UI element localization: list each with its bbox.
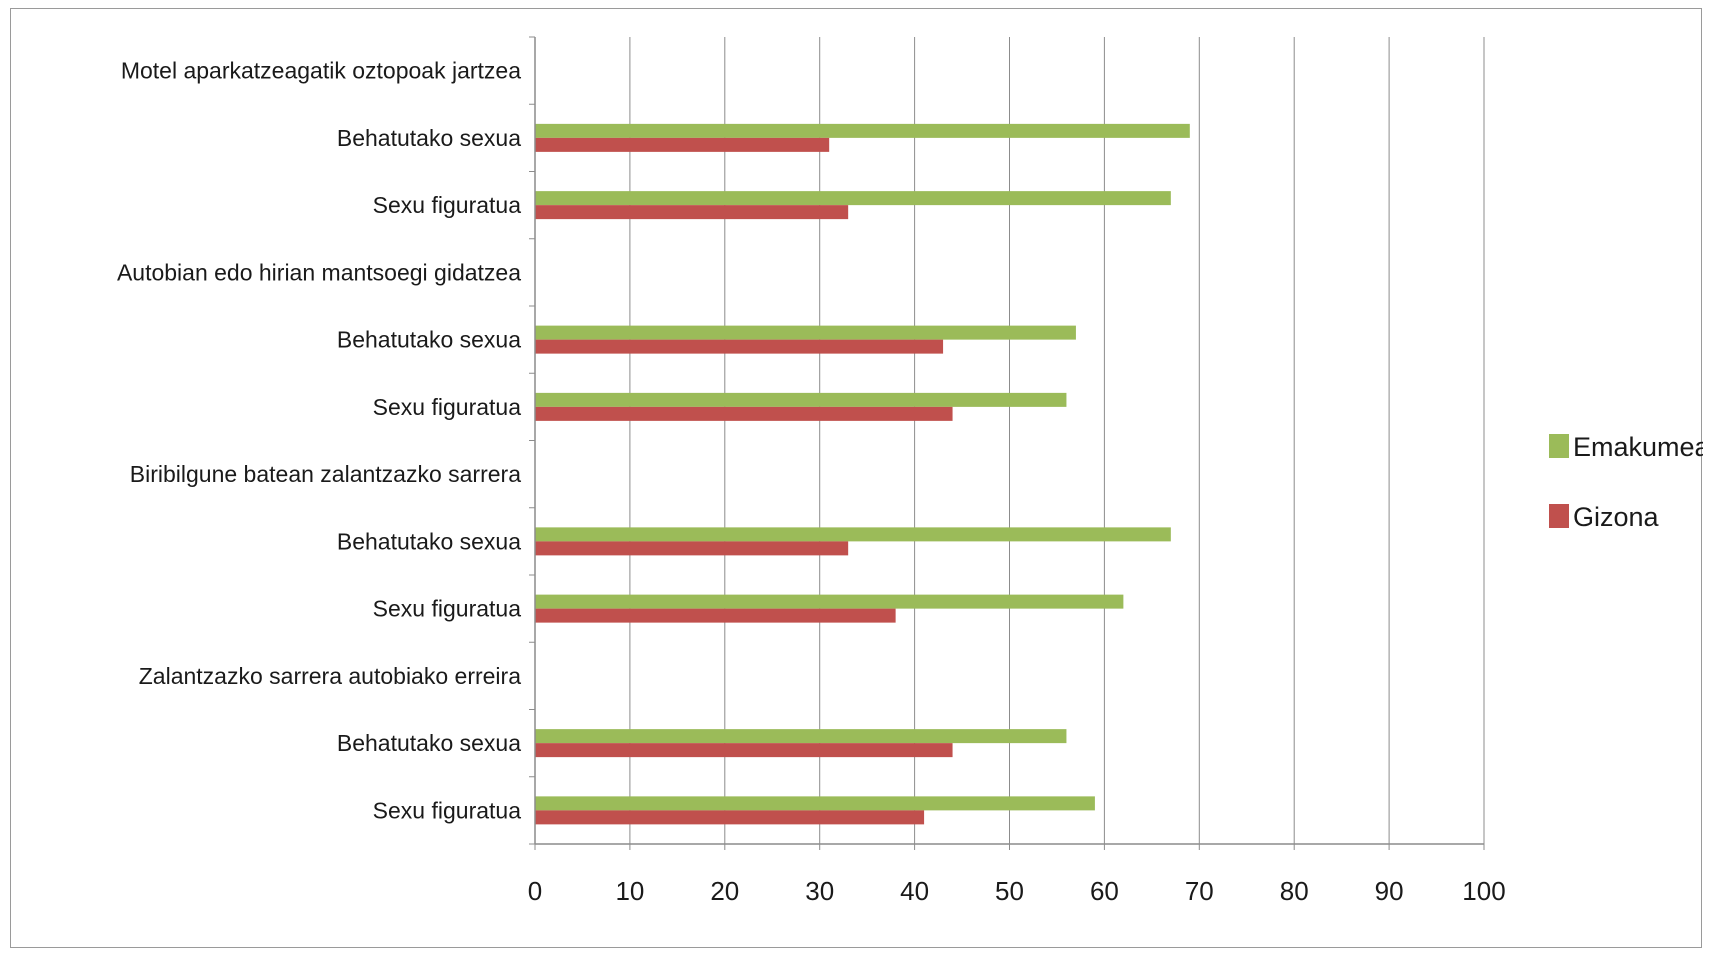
bar-emakumea-2 [535,191,1171,206]
bar-gizona-7 [535,541,849,556]
category-label: Behatutako sexua [337,528,521,554]
x-tick-label-100: 100 [1462,876,1505,906]
bar-emakumea-5 [535,392,1067,407]
category-label: Behatutako sexua [337,327,521,353]
x-tick-label-20: 20 [710,876,739,906]
chart-frame: Motel aparkatzeagatik oztopoak jartzea Be… [10,8,1703,948]
category-label: Sexu figuratua [373,797,522,823]
bar-gizona-5 [535,406,953,421]
bar-gizona-1 [535,137,830,152]
legend: Emakumea Gizona [1549,432,1703,532]
bar-gizona-10 [535,743,953,758]
tick-labels: 0 10 20 30 40 50 60 70 80 90 100 [528,876,1506,906]
x-tick-label-50: 50 [995,876,1024,906]
category-label: Sexu figuratua [373,394,522,420]
x-tick-label-0: 0 [528,876,542,906]
category-label: Zalantzazko sarrera autobiako erreira [139,663,521,689]
x-tick-label-10: 10 [615,876,644,906]
x-tick-label-80: 80 [1280,876,1309,906]
legend-label-gizona: Gizona [1573,502,1660,532]
x-tick-label-70: 70 [1185,876,1214,906]
bar-chart: Motel aparkatzeagatik oztopoak jartzea Be… [117,36,1703,906]
legend-swatch-gizona [1549,504,1569,528]
category-label: Autobian edo hirian mantsoegi gidatzea [117,259,521,285]
category-label: Biribilgune batean zalantzazko sarrera [130,461,521,487]
bar-gizona-4 [535,339,944,354]
x-tick-label-40: 40 [900,876,929,906]
bar-emakumea-1 [535,123,1190,138]
x-tick-label-60: 60 [1090,876,1119,906]
category-label: Behatutako sexua [337,730,521,756]
bars [535,123,1190,825]
bar-emakumea-4 [535,325,1076,340]
bar-emakumea-10 [535,729,1067,744]
legend-swatch-emakumea [1549,434,1569,458]
category-label: Sexu figuratua [373,192,522,218]
x-tick-label-90: 90 [1375,876,1404,906]
bar-gizona-11 [535,810,925,825]
legend-label-emakumea: Emakumea [1573,432,1703,462]
gridlines [629,37,1485,844]
x-tick-label-30: 30 [805,876,834,906]
bar-emakumea-7 [535,527,1171,542]
bar-gizona-2 [535,205,849,220]
bar-emakumea-8 [535,594,1124,609]
category-label: Motel aparkatzeagatik oztopoak jartzea [121,58,521,84]
bar-emakumea-11 [535,796,1095,811]
axes [529,36,1485,850]
category-label: Sexu figuratua [373,596,522,622]
category-labels: Motel aparkatzeagatik oztopoak jartzea Be… [117,58,521,824]
category-label: Behatutako sexua [337,125,521,151]
bar-gizona-8 [535,608,896,623]
